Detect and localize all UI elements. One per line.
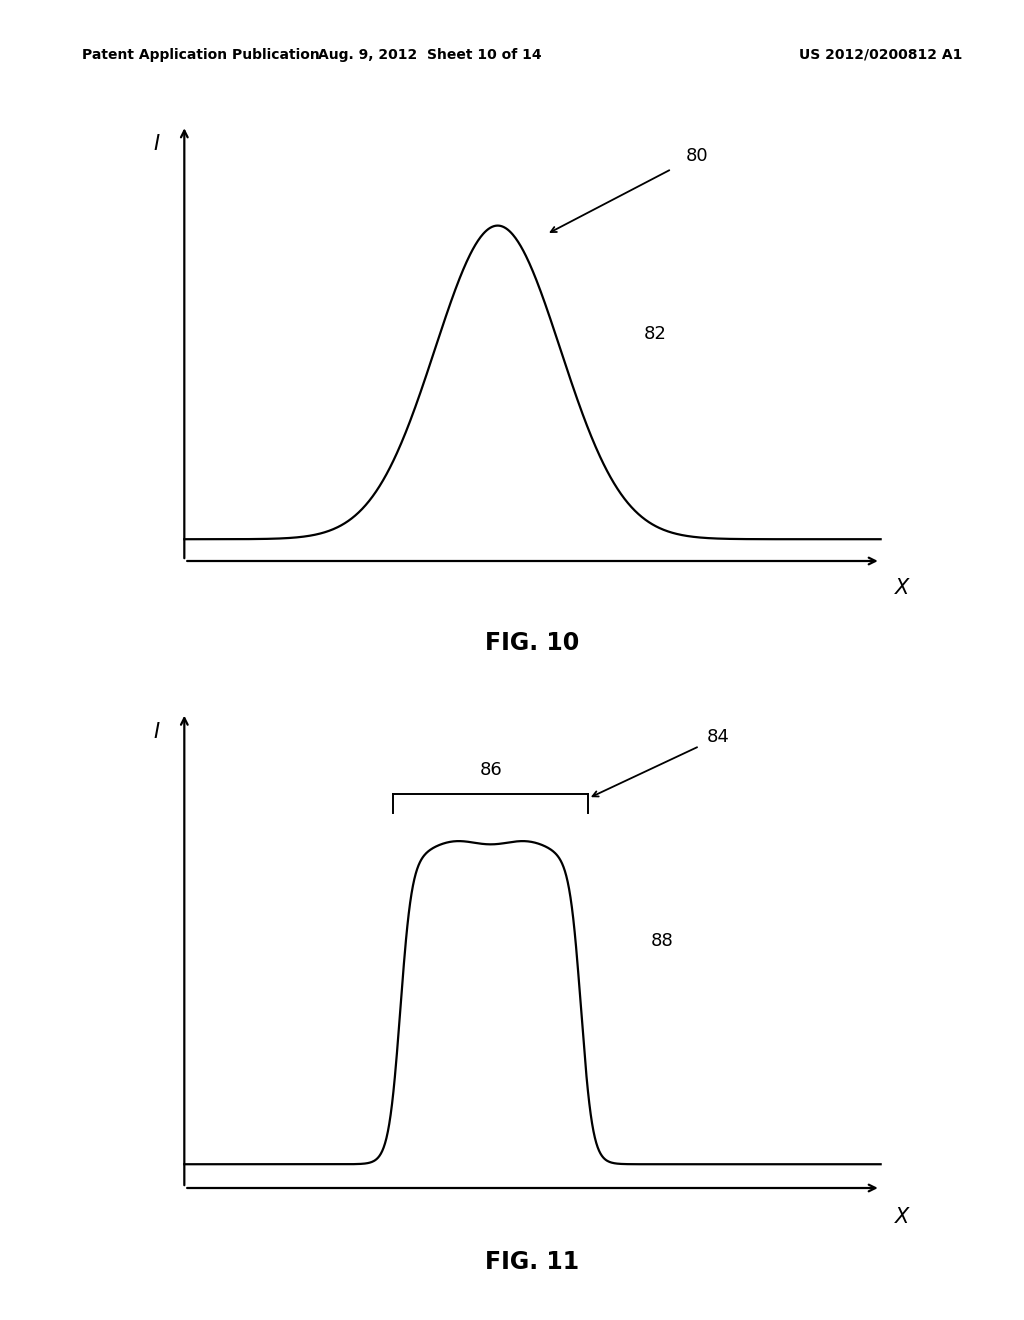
- Text: US 2012/0200812 A1: US 2012/0200812 A1: [799, 48, 963, 62]
- Text: Patent Application Publication: Patent Application Publication: [82, 48, 319, 62]
- Text: I: I: [154, 135, 160, 154]
- Text: X: X: [895, 1206, 909, 1228]
- Text: X: X: [895, 578, 909, 598]
- Text: FIG. 11: FIG. 11: [485, 1250, 580, 1274]
- Text: 84: 84: [707, 727, 729, 746]
- Text: FIG. 10: FIG. 10: [485, 631, 580, 655]
- Text: 82: 82: [644, 326, 667, 343]
- Text: 88: 88: [651, 932, 674, 950]
- Text: 86: 86: [479, 762, 502, 779]
- Text: 80: 80: [686, 147, 709, 165]
- Text: Aug. 9, 2012  Sheet 10 of 14: Aug. 9, 2012 Sheet 10 of 14: [318, 48, 542, 62]
- Text: I: I: [154, 722, 160, 742]
